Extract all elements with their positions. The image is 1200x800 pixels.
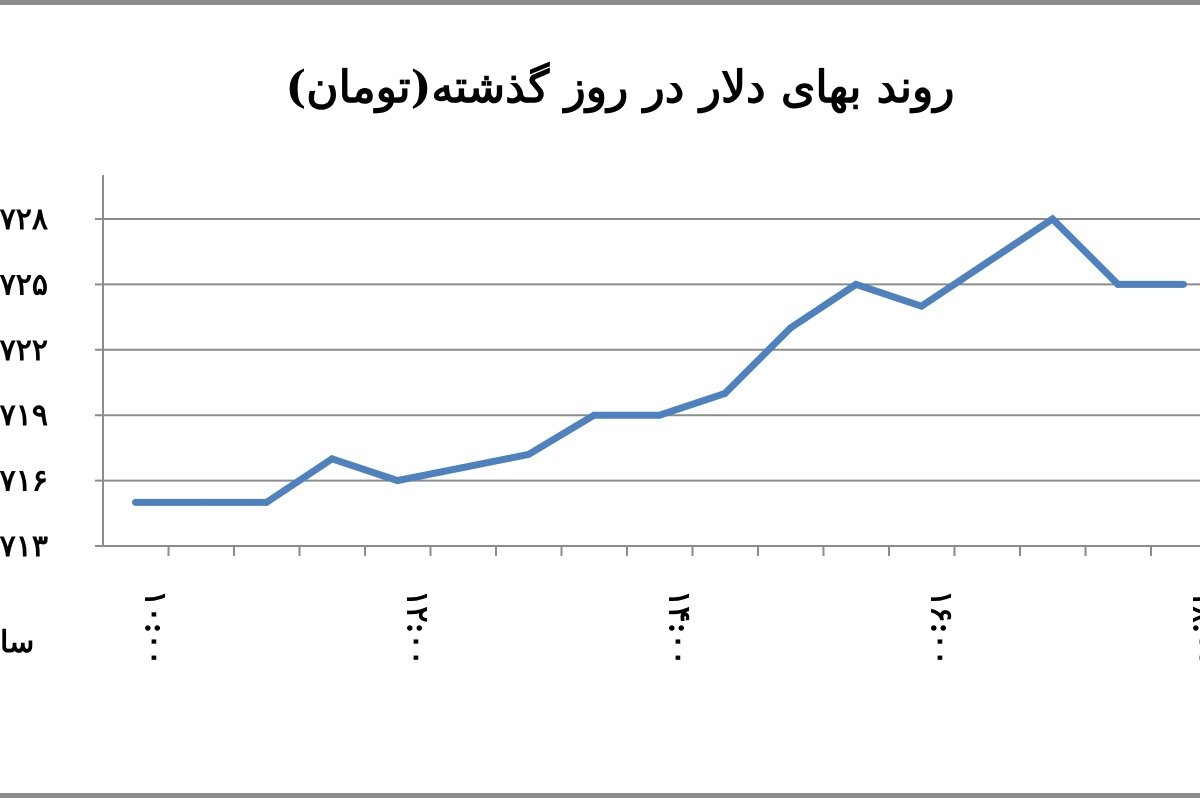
- series-layer: [132, 214, 1187, 506]
- data-point: [1049, 215, 1056, 223]
- data-point: [852, 280, 860, 288]
- data-point: [263, 498, 270, 506]
- frame-bottom-border: [0, 793, 1200, 798]
- data-point: [197, 498, 205, 506]
- y-tick-label: ۷۲۲: [0, 333, 48, 368]
- label-layer: ۷۱۳ ۷۱۶ ۷۱۹ ۷۲۲ ۷۲۵ ۷۲۸ ۱۰:۰۰ ۱۲:۰۰ ۱۴:۰۰ ۱۶:۰۰ ۱۸…: [0, 202, 1200, 666]
- x-tick-label: ۱۰:۰۰: [138, 590, 173, 666]
- data-point: [787, 324, 794, 332]
- grid-layer: [95, 218, 1200, 547]
- data-point: [459, 464, 467, 472]
- y-tick-label: ۷۱۹: [0, 398, 48, 433]
- data-point: [918, 302, 925, 310]
- data-point: [656, 411, 663, 419]
- data-point: [1114, 280, 1122, 288]
- y-tick-label: ۷۱۳: [0, 529, 48, 564]
- data-point: [590, 411, 598, 419]
- x-tick-label: ۱۸:۰۰: [1186, 590, 1200, 666]
- y-tick-label: ۷۱۶: [0, 464, 48, 499]
- data-point: [1180, 280, 1187, 288]
- chart-title: روند بهای دلار در روز گذشته(تومان): [285, 62, 955, 113]
- x-tick-label: ۱۶:۰۰: [924, 590, 959, 666]
- data-point: [525, 450, 532, 458]
- y-tick-label: ۷۲۵: [0, 267, 48, 302]
- x-tick-label: ۱۴:۰۰: [662, 590, 697, 666]
- data-point: [132, 498, 139, 506]
- x-tick-label: ۱۲:۰۰: [400, 590, 435, 666]
- series-line: [135, 214, 1184, 506]
- data-point: [721, 389, 729, 397]
- data-point: [328, 455, 336, 463]
- frame-top-border: [0, 0, 1200, 5]
- data-point: [983, 259, 991, 267]
- y-tick-label: ۷۲۸: [0, 202, 49, 237]
- axis-layer: [102, 175, 1152, 556]
- data-point: [394, 477, 401, 485]
- x-axis-label: سا: [0, 625, 34, 660]
